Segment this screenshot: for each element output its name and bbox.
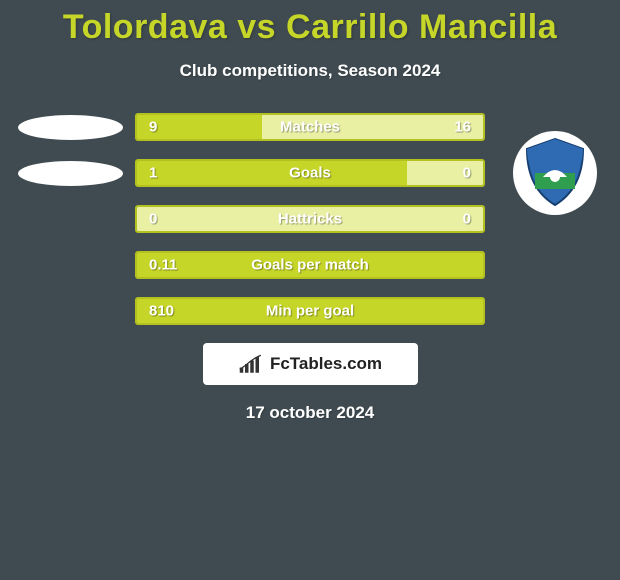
stat-value-right: 0 (463, 211, 471, 228)
team-badge-left (18, 115, 123, 140)
right-slot (497, 131, 602, 215)
shield-icon (513, 131, 597, 215)
branding-badge: FcTables.com (203, 343, 418, 385)
stat-bar: 0 Hattricks 0 (135, 205, 485, 233)
subtitle: Club competitions, Season 2024 (0, 61, 620, 81)
stat-rows: 9 Matches 16 1 Goals 0 0 Hattricks 0 0.11 Goals pe… (0, 113, 620, 325)
bar-segment-left (137, 161, 407, 185)
stat-bar: 0.11 Goals per match (135, 251, 485, 279)
bar-segment-right (407, 161, 483, 185)
page-title: Tolordava vs Carrillo Mancilla (0, 0, 620, 47)
stat-row: 1 Goals 0 (0, 159, 620, 187)
stat-value-right: 16 (454, 119, 471, 136)
stat-label: Goals per match (251, 257, 369, 274)
team-crest-right (513, 131, 597, 215)
stat-label: Goals (289, 165, 331, 182)
stat-label: Matches (280, 119, 340, 136)
date-text: 17 october 2024 (0, 403, 620, 423)
stat-row: 810 Min per goal (0, 297, 620, 325)
stat-bar: 9 Matches 16 (135, 113, 485, 141)
left-slot (18, 161, 123, 186)
stat-bar: 1 Goals 0 (135, 159, 485, 187)
stat-value-left: 810 (149, 303, 174, 320)
stat-value-left: 0.11 (149, 257, 177, 274)
team-badge-left (18, 161, 123, 186)
branding-text: FcTables.com (270, 354, 382, 374)
comparison-infographic: Tolordava vs Carrillo Mancilla Club comp… (0, 0, 620, 580)
stat-bar: 810 Min per goal (135, 297, 485, 325)
stat-label: Hattricks (278, 211, 342, 228)
stat-label: Min per goal (266, 303, 354, 320)
stat-value-left: 1 (149, 165, 157, 182)
left-slot (18, 115, 123, 140)
stat-value-left: 0 (149, 211, 157, 228)
stat-value-right: 0 (463, 165, 471, 182)
bar-chart-icon (238, 353, 266, 375)
stat-value-left: 9 (149, 119, 157, 136)
stat-row: 0.11 Goals per match (0, 251, 620, 279)
